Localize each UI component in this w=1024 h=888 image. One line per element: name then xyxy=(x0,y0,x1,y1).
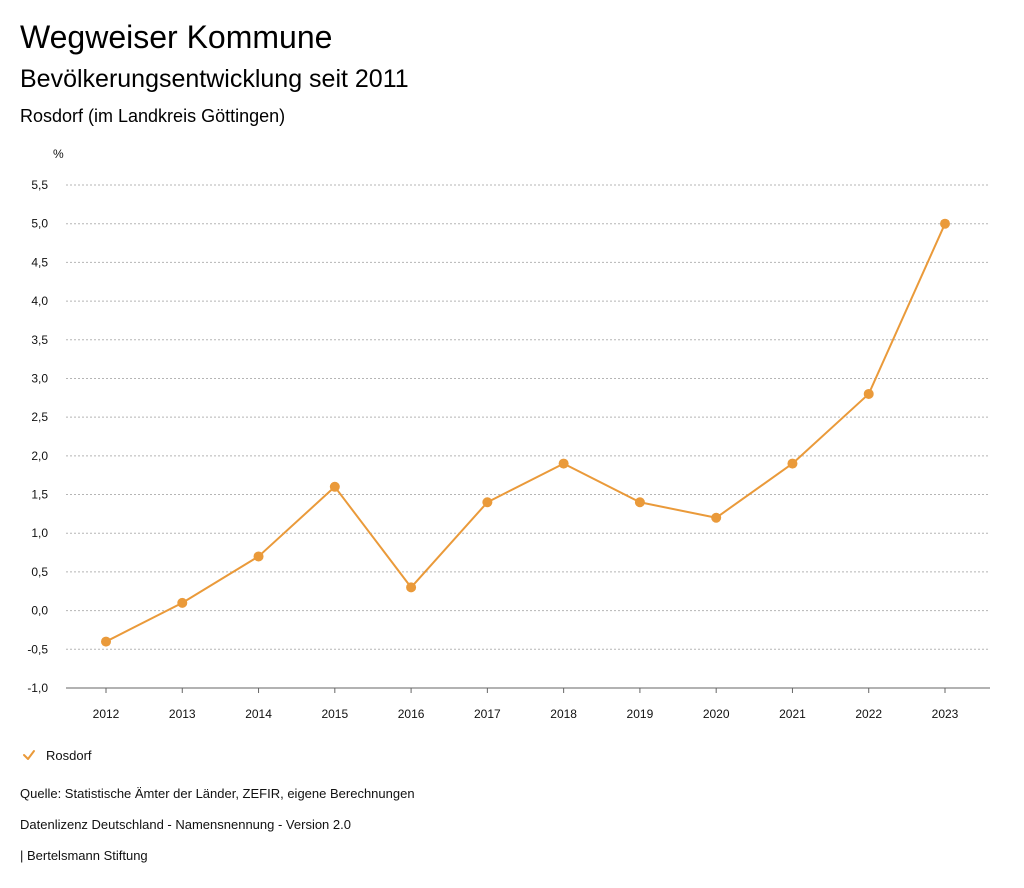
check-icon xyxy=(23,750,35,760)
x-tick-label: 2023 xyxy=(932,707,959,721)
x-tick-label: 2017 xyxy=(474,707,501,721)
y-tick-label: 5,5 xyxy=(31,178,48,192)
x-tick-label: 2020 xyxy=(703,707,730,721)
data-point[interactable] xyxy=(482,497,493,508)
data-point[interactable] xyxy=(253,551,264,562)
x-tick-label: 2012 xyxy=(93,707,120,721)
license-note: Datenlizenz Deutschland - Namensnennung … xyxy=(20,817,351,832)
y-tick-label: 1,0 xyxy=(31,526,48,540)
data-point[interactable] xyxy=(863,388,874,399)
y-tick-label: 5,0 xyxy=(31,217,48,231)
gridlines xyxy=(66,184,990,650)
y-tick-label: -1,0 xyxy=(27,681,48,695)
data-point[interactable] xyxy=(329,481,340,492)
y-tick-label: 1,5 xyxy=(31,488,48,502)
legend[interactable]: Rosdorf xyxy=(22,744,92,766)
data-point[interactable] xyxy=(940,218,950,229)
y-tick-label: 3,0 xyxy=(31,371,48,385)
y-tick-label: 2,0 xyxy=(31,449,48,463)
x-tick-label: 2019 xyxy=(627,707,654,721)
y-axis-unit-label: % xyxy=(53,147,64,161)
x-tick-label: 2013 xyxy=(169,707,196,721)
series-layer xyxy=(101,218,950,647)
x-tick-label: 2016 xyxy=(398,707,425,721)
x-axis-ticks: 2012 2013 2014 2015 2016 2017 2018 2019 2020 2021… xyxy=(93,688,959,721)
data-point[interactable] xyxy=(787,458,798,469)
y-axis-ticks: -1,0 -0,5 0,0 0,5 1,0 1,5 2,0 2,5 3,0 3,5 4,0 4,5 5,… xyxy=(27,178,48,695)
y-tick-label: 0,0 xyxy=(31,604,48,618)
x-tick-label: 2021 xyxy=(779,707,806,721)
y-tick-label: 0,5 xyxy=(31,565,48,579)
data-point[interactable] xyxy=(711,512,722,523)
line-chart: % 2012 2013 2014 2015 2016 2017 2018 2019 2020 20… xyxy=(27,147,990,721)
y-tick-label: 3,5 xyxy=(31,333,48,347)
chart-subtitle: Bevölkerungsentwicklung seit 2011 xyxy=(20,65,409,93)
y-tick-label: 4,0 xyxy=(31,294,48,308)
y-tick-label: 2,5 xyxy=(31,410,48,424)
x-tick-label: 2018 xyxy=(550,707,577,721)
data-point[interactable] xyxy=(634,497,645,508)
region-label: Rosdorf (im Landkreis Göttingen) xyxy=(20,106,286,126)
data-point[interactable] xyxy=(177,597,188,608)
series-line-rosdorf xyxy=(105,223,946,643)
y-tick-label: -0,5 xyxy=(27,642,48,656)
x-tick-label: 2022 xyxy=(855,707,882,721)
publisher-note: | Bertelsmann Stiftung xyxy=(20,848,148,863)
legend-item-rosdorf: Rosdorf xyxy=(46,747,92,763)
y-tick-label: 4,5 xyxy=(31,255,48,269)
data-point[interactable] xyxy=(406,582,417,593)
x-tick-label: 2015 xyxy=(321,707,348,721)
x-tick-label: 2014 xyxy=(245,707,272,721)
page-title: Wegweiser Kommune xyxy=(20,19,333,55)
data-point[interactable] xyxy=(101,636,111,647)
data-point[interactable] xyxy=(558,458,569,469)
source-note: Quelle: Statistische Ämter der Länder, Z… xyxy=(20,786,415,801)
